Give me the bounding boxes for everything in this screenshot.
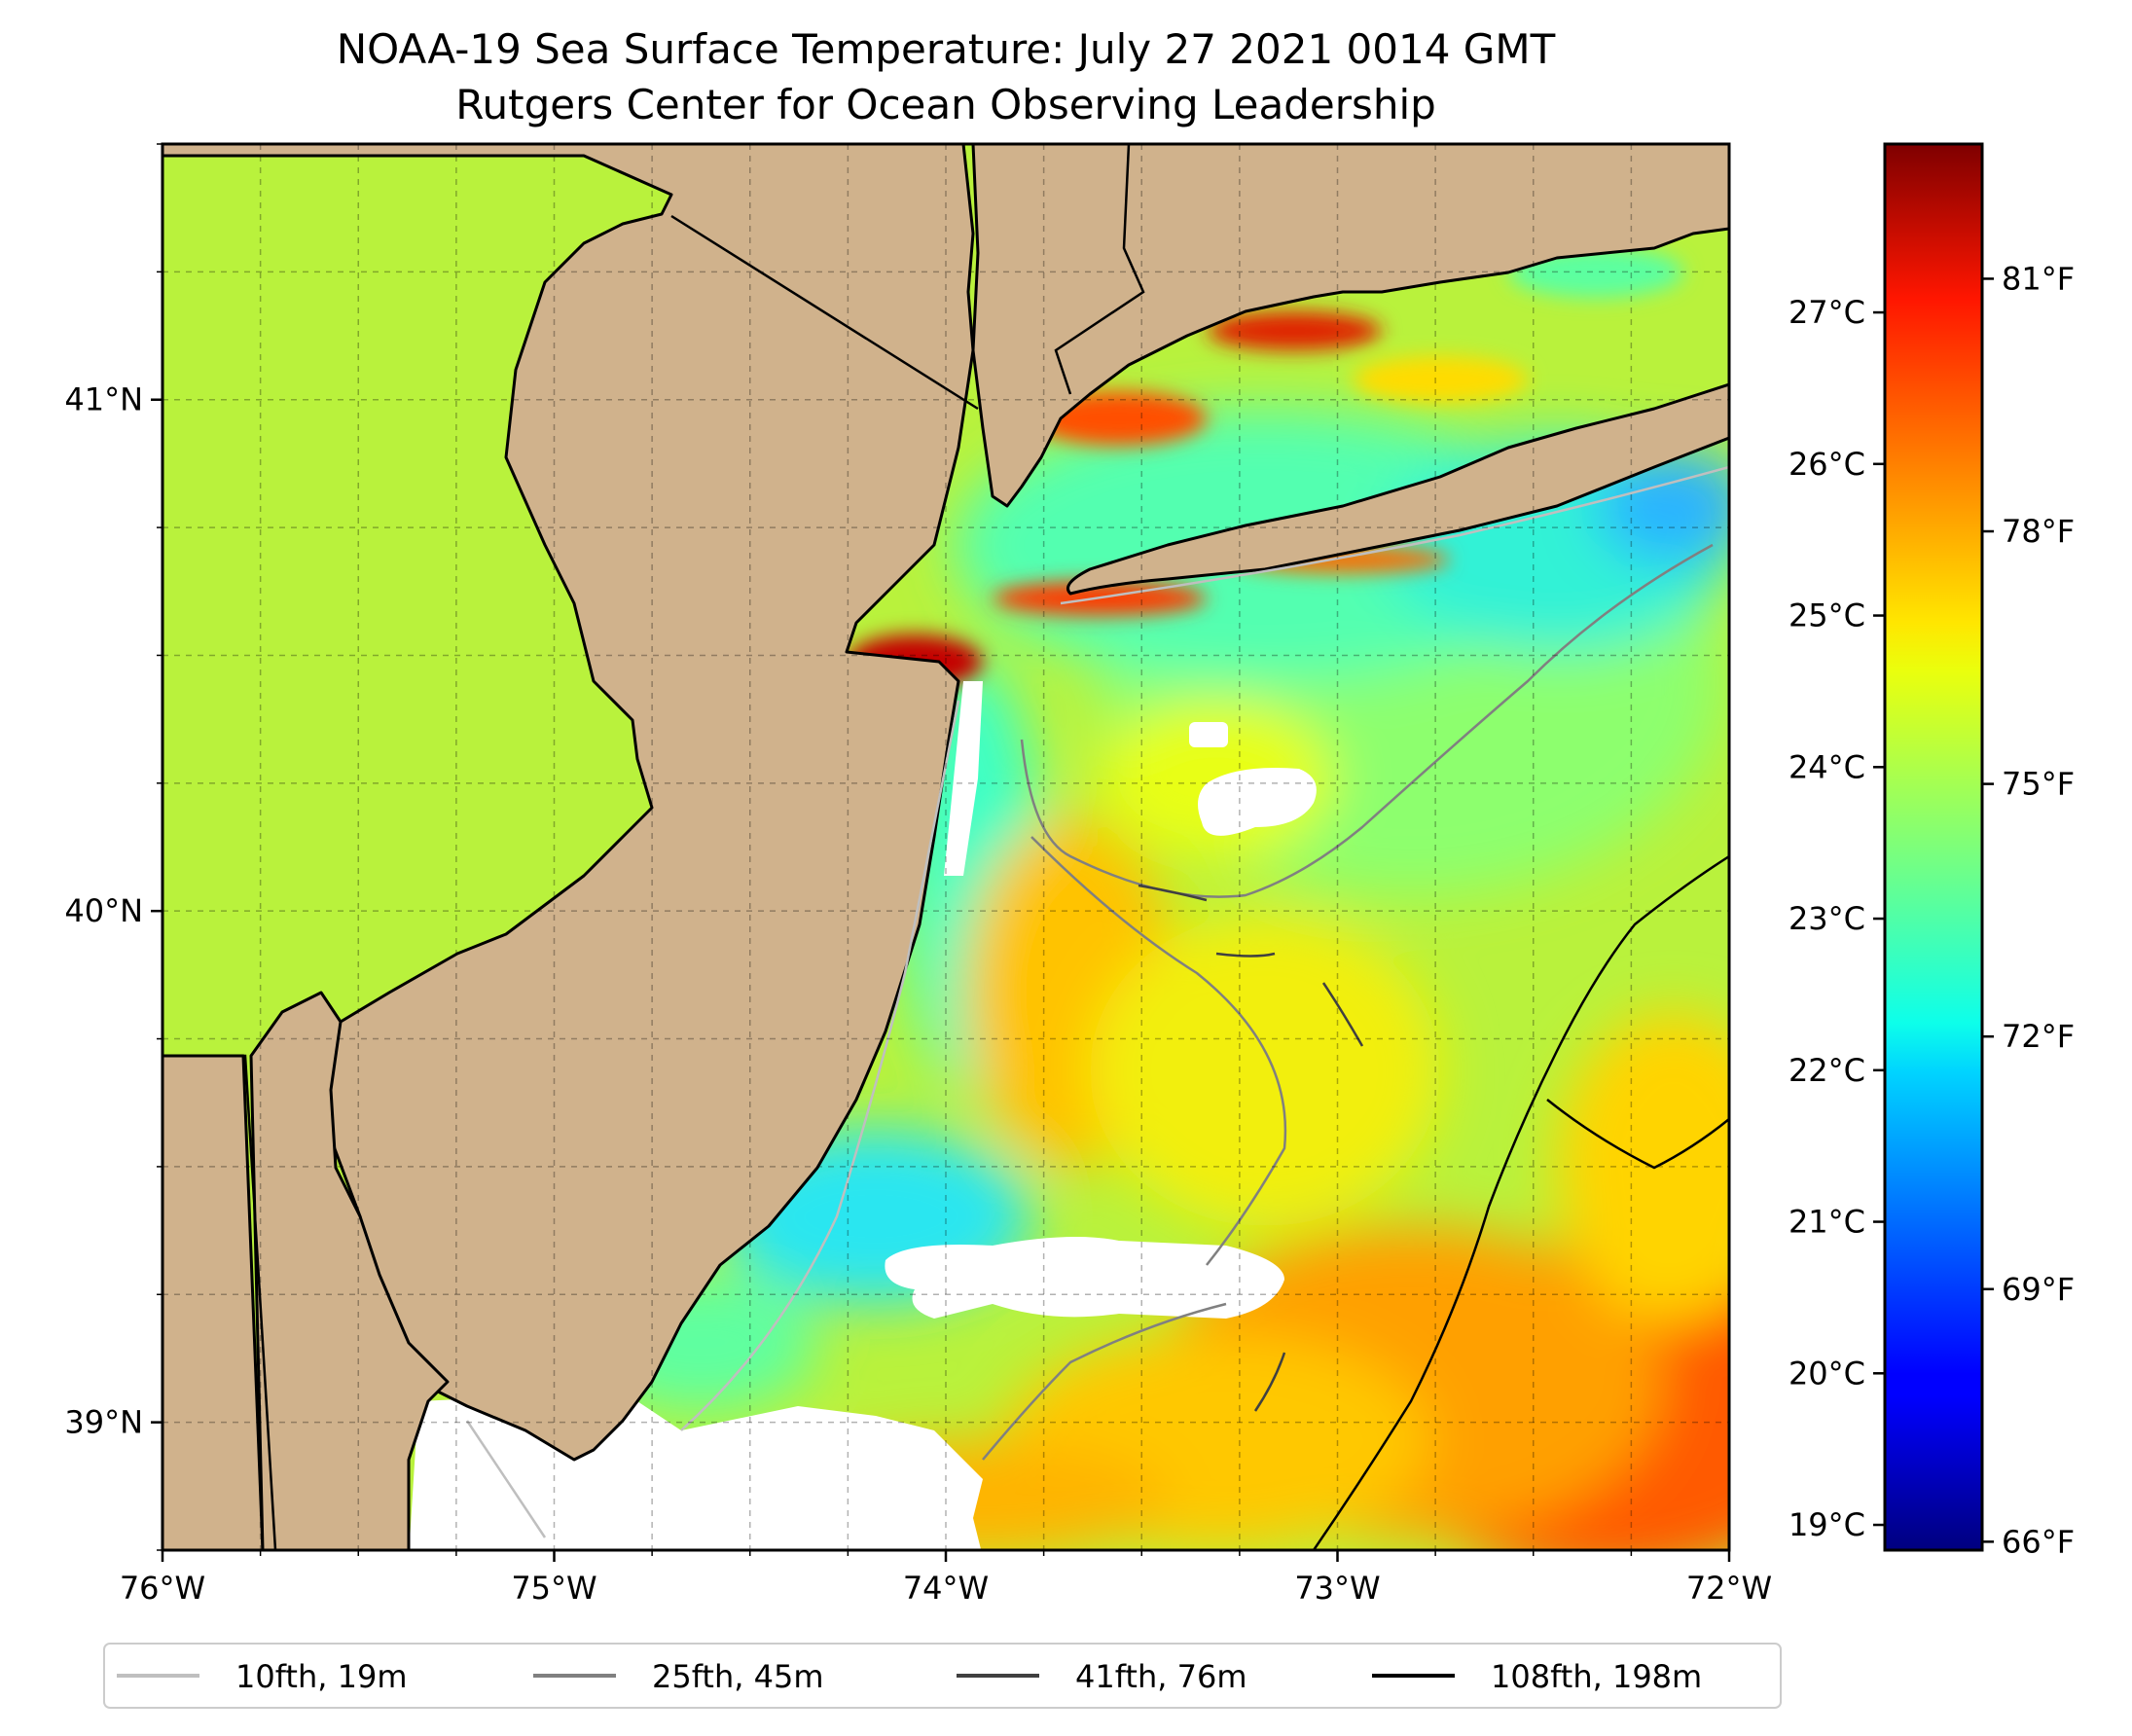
cbar-celsius-tick-label: 20°C <box>1789 1355 1865 1392</box>
cbar-fahrenheit-tick-label: 69°F <box>2002 1271 2075 1308</box>
contour-legend: 10fth, 19m 25fth, 45m 41fth, 76m 108fth, 19… <box>104 1644 1781 1708</box>
colorbar <box>1885 144 1982 1550</box>
cbar-fahrenheit-tick-label: 81°F <box>2002 260 2075 297</box>
cbar-celsius-tick-label: 24°C <box>1789 748 1865 785</box>
cbar-celsius-tick-label: 23°C <box>1789 900 1865 937</box>
cloud-east-2 <box>1189 722 1228 747</box>
cloud-central <box>885 1237 1284 1319</box>
title-line-1: NOAA-19 Sea Surface Temperature: July 27… <box>337 25 1556 73</box>
lat-ticks: 39°N 40°N 41°N <box>64 144 163 1550</box>
lon-tick-label: 72°W <box>1686 1570 1772 1607</box>
cbar-fahrenheit-tick-label: 75°F <box>2002 766 2075 803</box>
lat-tick-label: 40°N <box>64 892 143 929</box>
cbar-celsius-tick-label: 27°C <box>1789 294 1865 331</box>
cbar-celsius-tick-label: 22°C <box>1789 1052 1865 1089</box>
legend-label: 108fth, 198m <box>1491 1658 1702 1695</box>
legend-label: 25fth, 45m <box>652 1658 823 1695</box>
cbar-celsius-tick-label: 25°C <box>1789 597 1865 634</box>
lon-tick-label: 76°W <box>120 1570 205 1607</box>
cbar-fahrenheit-tick-label: 78°F <box>2002 513 2075 550</box>
lon-tick-label: 73°W <box>1294 1570 1380 1607</box>
cbar-fahrenheit-tick-label: 72°F <box>2002 1018 2075 1055</box>
legend-label: 10fth, 19m <box>235 1658 407 1695</box>
lat-tick-label: 41°N <box>64 381 143 418</box>
cbar-celsius-tick-label: 26°C <box>1789 446 1865 483</box>
map-area <box>163 144 1859 1576</box>
lon-tick-label: 75°W <box>511 1570 596 1607</box>
lon-ticks: 76°W 75°W 74°W 73°W 72°W <box>120 1550 1772 1607</box>
legend-label: 41fth, 76m <box>1075 1658 1247 1695</box>
lat-tick-label: 39°N <box>64 1404 143 1441</box>
lon-tick-label: 74°W <box>903 1570 989 1607</box>
colorbar-fahrenheit-ticks: 66°F 69°F 72°F 75°F 78°F 81°F <box>1982 260 2075 1560</box>
cbar-fahrenheit-tick-label: 66°F <box>2002 1523 2075 1560</box>
cbar-celsius-tick-label: 21°C <box>1789 1204 1865 1241</box>
cbar-celsius-tick-label: 19°C <box>1789 1506 1865 1543</box>
title-line-2: Rutgers Center for Ocean Observing Leade… <box>455 81 1436 128</box>
colorbar-celsius-ticks: 19°C 20°C 21°C 22°C 23°C 24°C 25°C 26°C 27°C <box>1789 294 1885 1543</box>
